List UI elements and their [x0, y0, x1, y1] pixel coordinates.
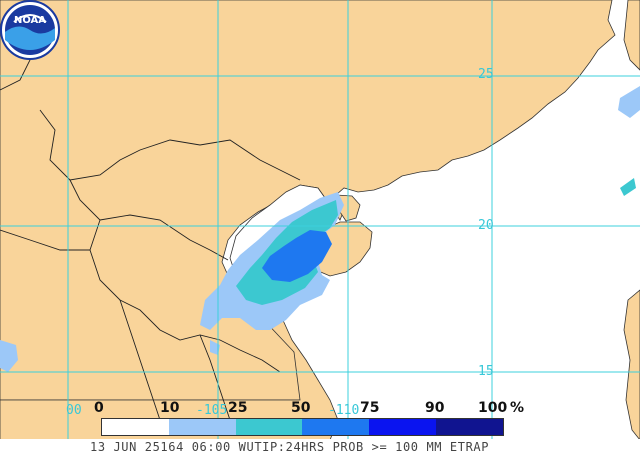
- lon-label-partial: 00: [66, 403, 82, 418]
- legend-tick-10: 10: [160, 400, 180, 416]
- lat-lon-grid: [0, 0, 640, 440]
- legend-tick-50: 50: [291, 400, 311, 416]
- legend-tick-0: 0: [94, 400, 104, 416]
- prob-scatter-2: [620, 178, 636, 196]
- political-borders: [0, 9, 301, 421]
- legend-swatch: [302, 419, 370, 435]
- lat-label-20: 20: [478, 218, 494, 233]
- legend-swatch: [102, 419, 169, 435]
- prob-scatter-3: [0, 340, 18, 372]
- lat-label-15: 15: [478, 364, 494, 379]
- noaa-logo-text: NOAA: [14, 15, 46, 26]
- lon-label-105: -105: [196, 403, 228, 418]
- prob-50-75: [262, 230, 332, 282]
- land-luzon-edge: [623, 289, 640, 441]
- legend-tick-100: 100: [478, 400, 508, 416]
- legend-tick-25: 25: [228, 400, 248, 416]
- lon-label-110: -110: [328, 403, 360, 418]
- footer-strip: [0, 439, 640, 455]
- legend-color-bar: [101, 418, 504, 436]
- legend-tick-90: 90: [425, 400, 445, 416]
- legend-tick-75: 75: [360, 400, 380, 416]
- legend-swatch: [235, 419, 303, 435]
- footer-caption: 13 JUN 25164 06:00 WUTIP:24HRS PROB >= 1…: [90, 440, 490, 454]
- lat-label-25: 25: [478, 67, 494, 82]
- legend-unit: %: [510, 400, 525, 416]
- legend-swatch: [168, 419, 236, 435]
- land-east-edge: [623, 0, 640, 71]
- prob-scatter-1: [618, 86, 640, 118]
- noaa-logo: NOAA: [0, 0, 60, 60]
- legend-swatch: [436, 419, 503, 435]
- legend-swatch: [369, 419, 437, 435]
